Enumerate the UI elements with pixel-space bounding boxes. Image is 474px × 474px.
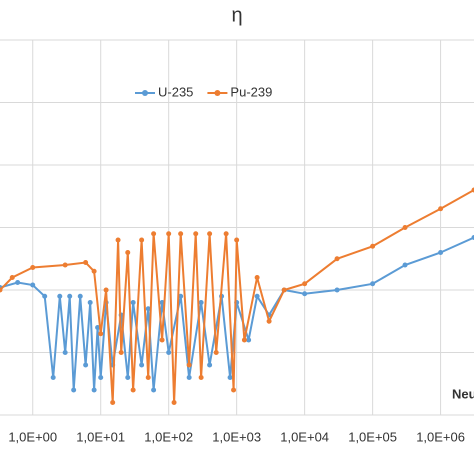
point bbox=[62, 262, 68, 268]
point bbox=[471, 187, 474, 193]
point bbox=[370, 281, 376, 287]
point bbox=[110, 400, 116, 405]
point bbox=[198, 375, 204, 380]
point bbox=[125, 250, 131, 255]
point bbox=[281, 287, 287, 293]
point bbox=[130, 300, 136, 305]
point bbox=[118, 350, 124, 355]
point bbox=[438, 250, 444, 255]
point bbox=[198, 300, 204, 305]
point bbox=[178, 231, 184, 237]
point bbox=[0, 287, 3, 293]
point bbox=[42, 293, 48, 299]
x-tick-label: 1,0E+01 bbox=[76, 429, 125, 444]
point bbox=[334, 256, 340, 262]
legend-item: U-235 bbox=[135, 84, 193, 99]
point bbox=[370, 243, 376, 249]
point bbox=[67, 293, 73, 299]
point bbox=[151, 387, 157, 393]
point bbox=[471, 235, 474, 240]
x-tick-label: 1,0E+05 bbox=[348, 429, 397, 444]
grid bbox=[0, 39, 474, 416]
point bbox=[166, 350, 172, 355]
point bbox=[115, 237, 121, 243]
point bbox=[213, 350, 219, 355]
point bbox=[77, 293, 83, 299]
point bbox=[83, 362, 89, 368]
series-line bbox=[0, 189, 474, 403]
point bbox=[438, 206, 444, 212]
point bbox=[139, 362, 145, 368]
point bbox=[334, 287, 340, 293]
point bbox=[246, 337, 252, 343]
point bbox=[50, 375, 56, 380]
point bbox=[139, 237, 145, 243]
point bbox=[166, 231, 172, 237]
point bbox=[266, 318, 272, 324]
legend-marker bbox=[214, 90, 221, 96]
point bbox=[87, 300, 93, 305]
point bbox=[207, 231, 213, 237]
x-tick-label: 1,0E+02 bbox=[144, 429, 193, 444]
point bbox=[254, 293, 260, 299]
chart-title: η bbox=[231, 4, 242, 26]
point bbox=[207, 362, 213, 368]
point bbox=[402, 225, 408, 230]
point bbox=[186, 375, 192, 380]
legend-item: Pu-239 bbox=[207, 84, 272, 99]
point bbox=[57, 293, 63, 299]
point bbox=[302, 281, 308, 287]
point bbox=[234, 237, 240, 243]
point bbox=[98, 331, 104, 337]
point bbox=[193, 231, 199, 237]
point bbox=[151, 231, 157, 237]
point bbox=[145, 375, 151, 380]
x-axis-label: Neu bbox=[452, 386, 474, 401]
x-tick-label: 1,0E+06 bbox=[416, 429, 465, 444]
point bbox=[178, 293, 184, 299]
point bbox=[231, 387, 237, 393]
x-tick-label: 1,0E+04 bbox=[280, 429, 329, 444]
point bbox=[83, 260, 89, 265]
point bbox=[15, 280, 21, 285]
point bbox=[62, 350, 68, 355]
point bbox=[402, 262, 408, 268]
point bbox=[302, 291, 308, 297]
x-tick-label: 1,0E+03 bbox=[212, 429, 261, 444]
point bbox=[71, 387, 77, 393]
point bbox=[103, 287, 109, 293]
point bbox=[30, 282, 36, 288]
point bbox=[91, 387, 97, 393]
point bbox=[125, 375, 131, 380]
point bbox=[159, 337, 165, 343]
point bbox=[241, 337, 247, 343]
point bbox=[159, 300, 165, 305]
point bbox=[145, 306, 151, 312]
point bbox=[254, 275, 260, 280]
point bbox=[227, 375, 233, 380]
legend-label: U-235 bbox=[158, 84, 193, 99]
point bbox=[171, 400, 177, 405]
point bbox=[95, 325, 101, 330]
legend-marker bbox=[142, 90, 148, 96]
point bbox=[98, 375, 104, 380]
point bbox=[130, 387, 136, 393]
point bbox=[186, 362, 192, 368]
x-tick-label: 1,0E+00 bbox=[8, 429, 57, 444]
series-line bbox=[0, 236, 474, 391]
point bbox=[30, 265, 36, 270]
legend-label: Pu-239 bbox=[230, 84, 272, 99]
point bbox=[9, 275, 15, 280]
point bbox=[91, 268, 97, 274]
point bbox=[223, 231, 229, 237]
series bbox=[0, 187, 474, 405]
